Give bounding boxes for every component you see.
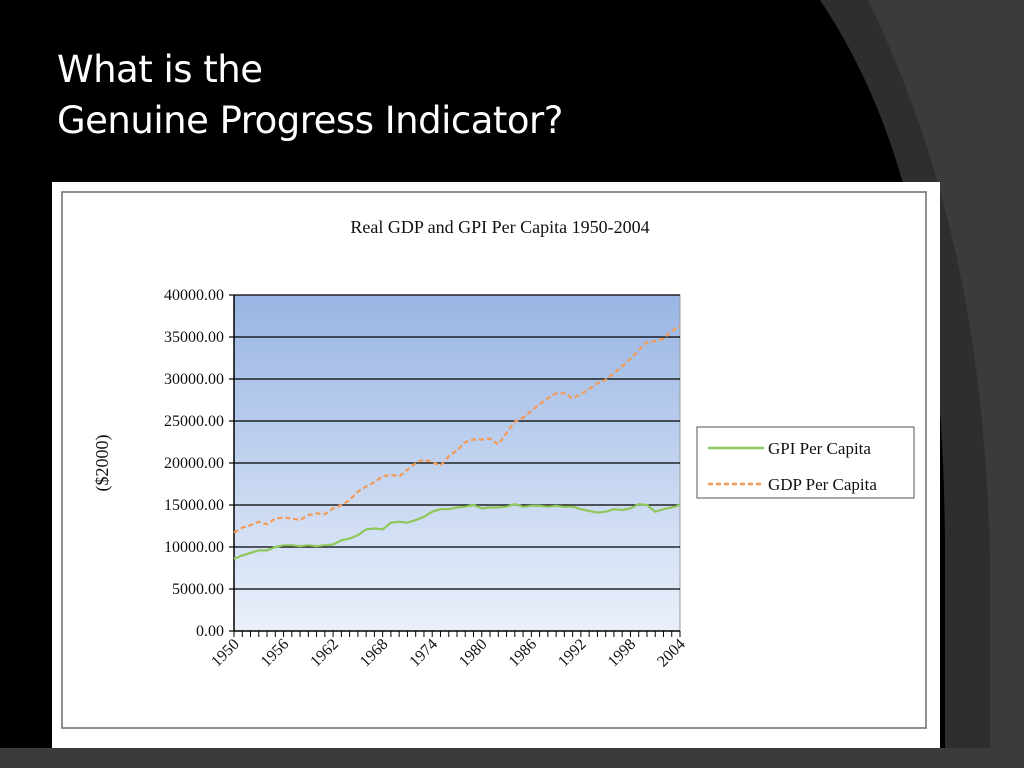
- line-chart: Real GDP and GPI Per Capita 1950-2004 40…: [61, 191, 927, 729]
- y-tick-label: 20000.00: [164, 455, 224, 472]
- y-tick-label: 25000.00: [164, 413, 224, 430]
- y-tick-label: 10000.00: [164, 539, 224, 556]
- slide-title-line-2: Genuine Progress Indicator?: [57, 99, 563, 142]
- gpi-series-line: [233, 503, 681, 560]
- gridlines: [234, 294, 680, 590]
- series-layer: [233, 325, 681, 560]
- slide-title-line-1: What is the: [57, 48, 263, 91]
- gdp-series-line: [233, 325, 681, 534]
- y-tick-label: 5000.00: [172, 581, 224, 598]
- y-tick-label: 40000.00: [164, 287, 224, 304]
- bottom-edge-band: [0, 748, 1024, 768]
- y-tick-label: 15000.00: [164, 497, 224, 514]
- y-tick-label: 35000.00: [164, 329, 224, 346]
- y-tick-label: 30000.00: [164, 371, 224, 388]
- chart-title: Real GDP and GPI Per Capita 1950-2004: [350, 217, 649, 237]
- slide-title: What is the Genuine Progress Indicator?: [57, 44, 563, 146]
- y-tick-label: 0.00: [196, 623, 224, 640]
- legend: GPI Per Capita GDP Per Capita: [696, 426, 915, 499]
- legend-box: [696, 426, 915, 499]
- y-axis-tick-labels: 40000.00 35000.00 30000.00 25000.00 20000.00…: [164, 287, 234, 640]
- background-swoosh-highlight: [868, 0, 1024, 768]
- legend-label-gdp: GDP Per Capita: [768, 475, 877, 494]
- y-axis-label: ($2000): [92, 435, 113, 492]
- legend-label-gpi: GPI Per Capita: [768, 439, 871, 458]
- chart-card: Real GDP and GPI Per Capita 1950-2004 40…: [52, 182, 940, 748]
